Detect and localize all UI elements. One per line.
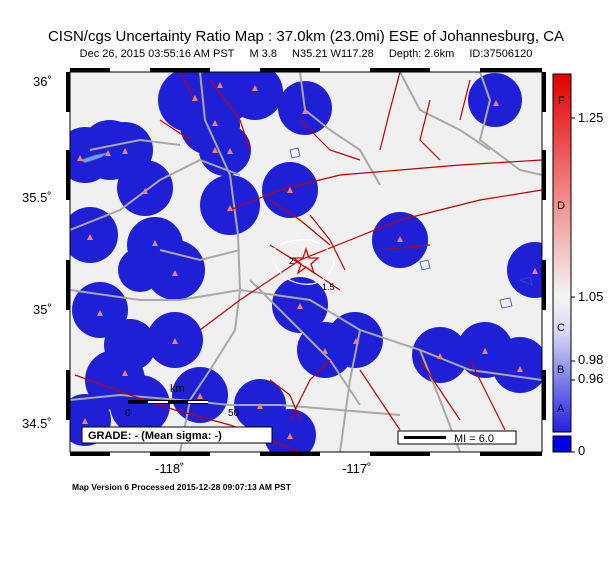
colorbar-tick-0-98: 0.98 [578,352,604,367]
contour-label-2: 2 [289,256,294,266]
colorbar-tick-0-96: 0.96 [578,371,604,386]
contour-label-1-5: 1.5 [322,282,335,292]
colorbar-tick-1-05: 1.05 [578,289,604,304]
lakes [79,147,533,309]
roads [70,72,542,452]
lon-label-118: -118˚ [155,461,185,476]
scale-start: 0 [125,408,131,419]
event-datetime: Dec 26, 2015 03:55:16 AM PST [79,48,235,60]
mi-legend-text: MI = 6.0 [454,433,494,445]
lat-label-35: 35˚ [33,302,52,317]
faults [74,72,542,452]
scale-unit: km [170,383,185,395]
colorbar-tick-marks [571,117,575,453]
mi-legend-line [404,436,446,439]
map-title: CISN/cgs Uncertainty Ratio Map : 37.0km … [47,28,565,45]
event-location: N35.21 W117.28 [292,48,374,60]
lat-label-36: 36˚ [33,74,52,89]
event-magnitude: M 3.8 [249,48,277,60]
map-layers: 2 1.5 [70,72,542,452]
colorbar-tick-1-25: 1.25 [578,110,604,125]
event-info: Dec 26, 2015 03:55:16 AM PST M 3.8 N35.2… [0,48,612,60]
uncertainty-contour [272,239,335,285]
event-depth: Depth: 2.6km [388,48,455,60]
colorbar-letter-a: A [557,403,565,415]
epicenter-star-icon [292,246,320,275]
colorbar [552,73,572,433]
scale-bar: km 0 50 [125,383,240,419]
event-id: ID:37506120 [469,48,533,60]
grade-box [81,426,273,444]
grade-text: GRADE: - (Mean sigma: -) [88,430,222,442]
mi-legend-box [397,430,517,445]
colorbar-letter-c: C [557,322,565,334]
lat-label-35-5: 35.5˚ [22,190,52,205]
colorbar-letter-f: F [558,95,565,107]
stations [77,82,538,439]
scale-end: 50 [228,408,240,419]
map-border-ticks [66,68,546,456]
colorbar-letter-b: B [557,364,565,376]
colorbar-tick-0: 0 [578,443,586,458]
colorbar-zero-block [552,435,572,453]
colorbar-letter-d: D [557,200,565,212]
map-version-footer: Map Version 6 Processed 2015-12-28 09:07… [72,482,291,492]
lat-label-34-5: 34.5˚ [22,416,52,431]
lon-label-117: -117˚ [342,461,372,476]
